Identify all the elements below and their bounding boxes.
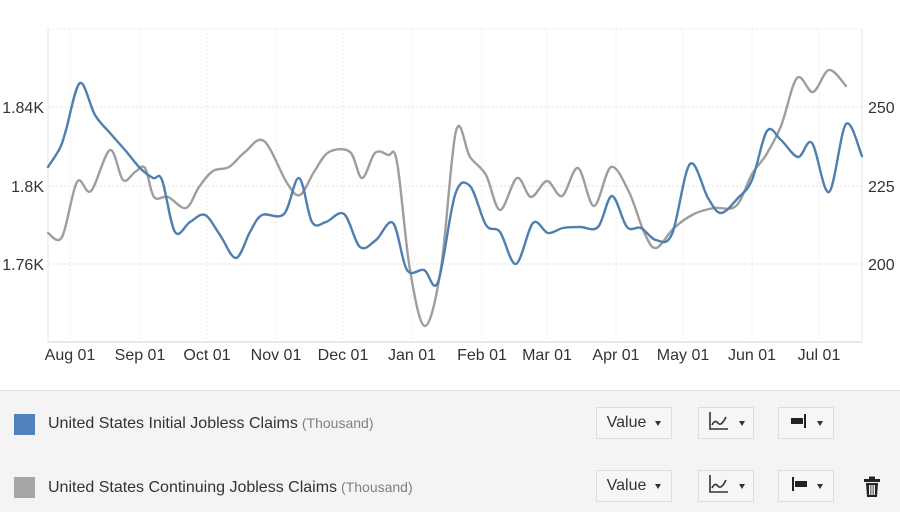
x-tick-label: Sep 01 <box>115 347 166 364</box>
x-tick-label: Jun 01 <box>728 347 776 364</box>
caret-down-icon <box>738 420 745 426</box>
x-tick-label: Apr 01 <box>592 347 639 364</box>
value-dropdown[interactable]: Value <box>596 407 672 439</box>
legend-row-initial-claims: United States Initial Jobless Claims (Tho… <box>0 407 900 441</box>
series-color-swatch[interactable] <box>14 414 35 435</box>
x-tick-label: Mar 01 <box>522 347 572 364</box>
series-unit: (Thousand) <box>301 415 374 431</box>
grid <box>47 28 863 343</box>
series-line <box>46 81 864 287</box>
line-chart-icon <box>708 474 730 499</box>
value-dropdown-label: Value <box>606 477 647 494</box>
axis-right-icon <box>790 413 808 434</box>
legend-row-continuing-claims: United States Continuing Jobless Claims(… <box>0 470 900 504</box>
y-left-tick-label: 1.84K <box>2 100 44 117</box>
line-chart: Aug 01 Sep 01 Oct 01 Nov 01 Dec 01 Jan 01 Feb … <box>2 28 895 364</box>
series-label: United States Initial Jobless Claims (Tho… <box>48 415 373 433</box>
x-tick-label: Dec 01 <box>318 347 369 364</box>
series-line <box>46 68 848 328</box>
chart-area: Aug 01 Sep 01 Oct 01 Nov 01 Dec 01 Jan 01 Feb … <box>2 28 895 364</box>
caret-down-icon <box>655 483 662 489</box>
chart-type-dropdown[interactable] <box>698 407 754 439</box>
remove-series-button[interactable] <box>863 476 881 498</box>
chart-type-dropdown[interactable] <box>698 470 754 502</box>
series-label: United States Continuing Jobless Claims(… <box>48 479 413 497</box>
series-unit: (Thousand) <box>341 479 413 495</box>
series-color-swatch[interactable] <box>14 477 35 498</box>
value-dropdown[interactable]: Value <box>596 470 672 502</box>
caret-down-icon <box>738 483 745 489</box>
x-tick-label: Jan 01 <box>388 347 436 364</box>
value-dropdown-label: Value <box>606 414 647 431</box>
axes: Aug 01 Sep 01 Oct 01 Nov 01 Dec 01 Jan 01 Feb … <box>2 100 895 364</box>
caret-down-icon <box>816 420 823 426</box>
y-left-tick-label: 1.76K <box>2 257 44 274</box>
y-right-tick-label: 225 <box>868 179 895 196</box>
x-tick-label: Feb 01 <box>457 347 507 364</box>
caret-down-icon <box>655 420 662 426</box>
x-tick-label: Jul 01 <box>798 347 841 364</box>
series-name: United States Continuing Jobless Claims <box>48 479 338 496</box>
axis-position-dropdown[interactable] <box>778 470 834 502</box>
line-chart-icon <box>708 411 730 436</box>
series-lines <box>46 68 864 328</box>
legend-panel: United States Initial Jobless Claims (Tho… <box>0 390 900 512</box>
trash-icon <box>863 476 881 502</box>
x-tick-label: May 01 <box>657 347 710 364</box>
y-left-tick-label: 1.8K <box>11 179 44 196</box>
series-name: United States Initial Jobless Claims <box>48 415 298 432</box>
x-tick-label: Oct 01 <box>183 347 230 364</box>
x-tick-label: Aug 01 <box>45 347 96 364</box>
axis-position-dropdown[interactable] <box>778 407 834 439</box>
y-right-tick-label: 250 <box>868 100 895 117</box>
x-tick-label: Nov 01 <box>251 347 302 364</box>
y-right-tick-label: 200 <box>868 257 895 274</box>
caret-down-icon <box>816 483 823 489</box>
axis-left-icon <box>790 476 808 497</box>
